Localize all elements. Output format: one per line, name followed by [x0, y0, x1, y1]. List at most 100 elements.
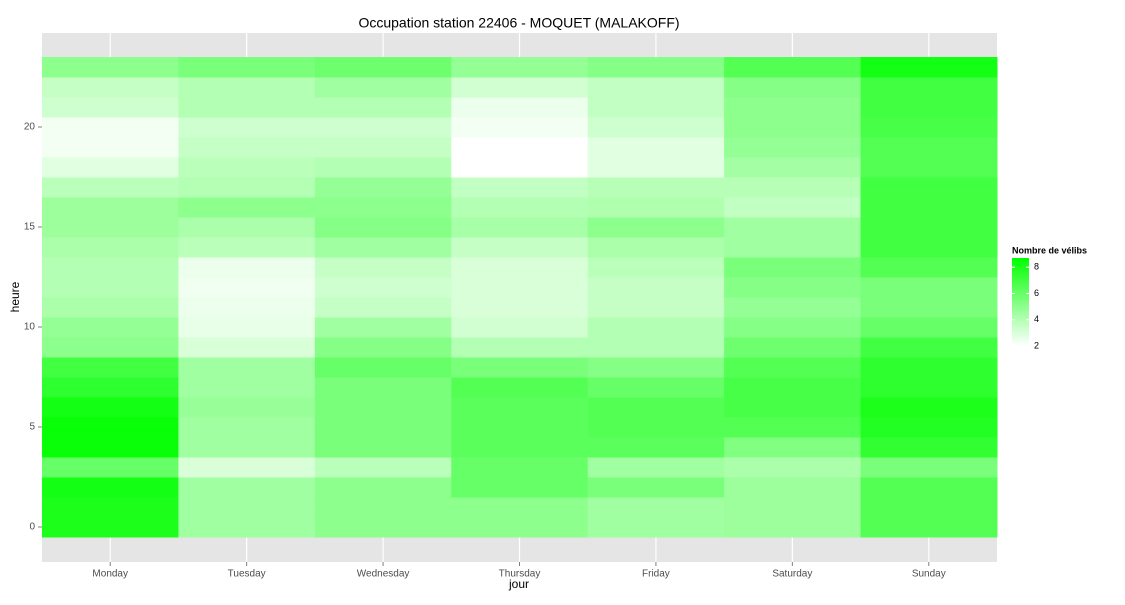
heat-cell [724, 117, 862, 138]
heat-cell [42, 357, 179, 378]
heat-cell [724, 357, 862, 378]
heat-cell [178, 137, 316, 158]
heat-cell [178, 277, 316, 298]
heat-cell [314, 77, 452, 98]
heat-cell [42, 117, 179, 138]
heat-cell [724, 77, 862, 98]
heat-cell [724, 477, 862, 498]
heat-cell [178, 117, 316, 138]
heat-cell [724, 97, 862, 118]
heat-cell [451, 357, 589, 378]
heat-cell [587, 277, 725, 298]
heat-cell [860, 377, 998, 398]
heat-cell [451, 437, 589, 458]
heat-cell [451, 517, 589, 538]
heat-cell [178, 57, 316, 78]
heat-cell [314, 137, 452, 158]
heat-cell [724, 337, 862, 358]
heat-cell [314, 277, 452, 298]
heat-cell [314, 437, 452, 458]
heat-cell [314, 457, 452, 478]
heat-cell [451, 77, 589, 98]
heat-cell [724, 257, 862, 278]
heat-cell [451, 117, 589, 138]
heat-cell [42, 137, 179, 158]
heat-cell [724, 217, 862, 238]
heat-cell [724, 497, 862, 518]
heat-cell [860, 157, 998, 178]
heat-cell [314, 237, 452, 258]
heat-cell [587, 257, 725, 278]
heat-cell [724, 237, 862, 258]
heat-cell [42, 417, 179, 438]
legend-tick-label: 4 [1034, 314, 1039, 324]
x-tick-label: Thursday [499, 569, 541, 580]
legend-tick-label: 8 [1034, 262, 1039, 272]
heat-cell [314, 157, 452, 178]
legend-tick-label: 6 [1034, 288, 1039, 298]
heat-cell [42, 157, 179, 178]
heat-cell [587, 357, 725, 378]
heat-cell [724, 317, 862, 338]
heat-cell [724, 437, 862, 458]
heat-cell [178, 397, 316, 418]
heat-cell [724, 137, 862, 158]
heat-cell [451, 457, 589, 478]
heat-cell [314, 297, 452, 318]
heat-cell [178, 357, 316, 378]
heat-cell [42, 257, 179, 278]
heat-cell [860, 437, 998, 458]
heat-cell [587, 417, 725, 438]
heat-cell [724, 277, 862, 298]
heat-cell [178, 297, 316, 318]
heat-cell [178, 437, 316, 458]
heat-cell [178, 197, 316, 218]
heat-cell [42, 177, 179, 198]
heat-cell [860, 277, 998, 298]
heat-cell [178, 417, 316, 438]
heat-cell [860, 177, 998, 198]
heat-cell [314, 397, 452, 418]
heat-cell [451, 237, 589, 258]
heat-cell [587, 217, 725, 238]
heat-cell [724, 397, 862, 418]
heat-cell [451, 177, 589, 198]
heat-cell [178, 317, 316, 338]
heat-cell [42, 337, 179, 358]
heat-cell [587, 97, 725, 118]
heat-cell [178, 257, 316, 278]
heat-cell [178, 237, 316, 258]
heat-cell [314, 317, 452, 338]
heat-cell [314, 477, 452, 498]
heat-cell [860, 517, 998, 538]
heat-cell [724, 517, 862, 538]
heat-cell [860, 137, 998, 158]
heat-cell [451, 277, 589, 298]
y-tick-label: 0 [29, 522, 35, 533]
heat-cell [587, 237, 725, 258]
heat-cell [724, 377, 862, 398]
heat-cell [451, 217, 589, 238]
heat-cell [724, 197, 862, 218]
heat-cell [42, 57, 179, 78]
heat-cell [587, 377, 725, 398]
heat-cell [178, 217, 316, 238]
heat-cell [314, 177, 452, 198]
heat-cell [42, 517, 179, 538]
heat-cell [314, 257, 452, 278]
heat-cell [178, 157, 316, 178]
heat-cell [314, 337, 452, 358]
heat-cell [42, 457, 179, 478]
heat-cell [178, 497, 316, 518]
heat-cell [724, 417, 862, 438]
x-tick-label: Sunday [912, 569, 946, 580]
heat-cell [451, 57, 589, 78]
heat-cell [860, 197, 998, 218]
heat-cell [178, 477, 316, 498]
heat-cell [451, 477, 589, 498]
heat-cell [42, 197, 179, 218]
heat-cell [451, 197, 589, 218]
heat-cell [451, 137, 589, 158]
heat-cell [860, 77, 998, 98]
heat-cell [178, 177, 316, 198]
